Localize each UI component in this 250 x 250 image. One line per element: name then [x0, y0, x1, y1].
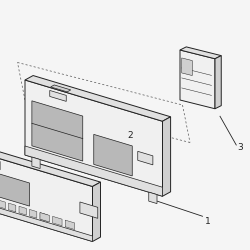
Polygon shape	[215, 56, 221, 109]
Polygon shape	[149, 192, 157, 203]
Polygon shape	[0, 150, 100, 186]
Polygon shape	[0, 155, 92, 242]
Polygon shape	[25, 80, 162, 196]
Text: 2: 2	[127, 130, 133, 140]
Polygon shape	[25, 76, 171, 121]
Polygon shape	[65, 220, 75, 230]
Text: 1: 1	[204, 217, 210, 226]
Polygon shape	[19, 206, 26, 215]
Polygon shape	[52, 216, 62, 226]
Text: 3: 3	[237, 143, 243, 152]
Polygon shape	[162, 117, 170, 196]
Polygon shape	[40, 212, 50, 222]
Polygon shape	[80, 202, 98, 218]
Polygon shape	[32, 157, 40, 168]
Polygon shape	[180, 50, 215, 109]
Polygon shape	[51, 85, 71, 92]
Polygon shape	[138, 151, 153, 165]
Polygon shape	[94, 134, 132, 176]
Polygon shape	[25, 146, 162, 196]
Polygon shape	[0, 204, 92, 242]
Polygon shape	[180, 47, 221, 59]
Polygon shape	[32, 101, 83, 161]
Polygon shape	[30, 210, 37, 218]
Polygon shape	[92, 182, 100, 242]
Polygon shape	[0, 200, 5, 209]
Polygon shape	[182, 58, 192, 76]
Polygon shape	[50, 90, 66, 102]
Polygon shape	[0, 173, 30, 206]
Polygon shape	[8, 203, 16, 212]
Polygon shape	[40, 212, 47, 221]
